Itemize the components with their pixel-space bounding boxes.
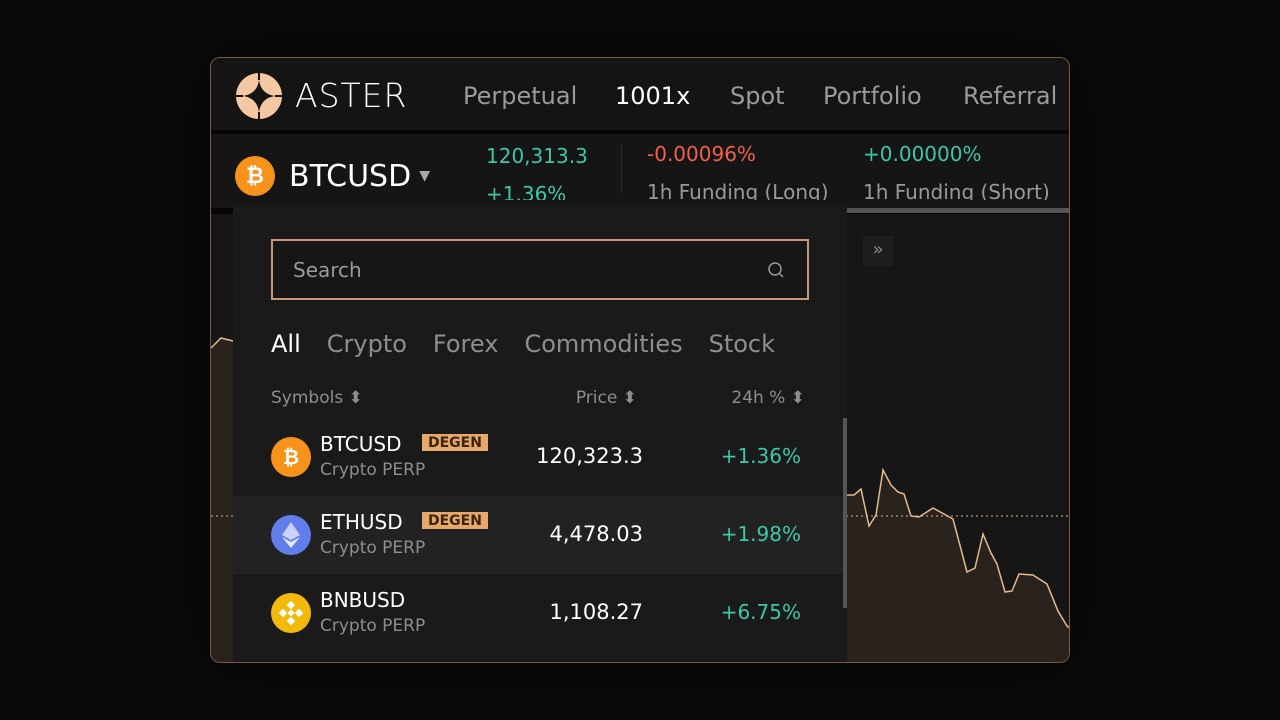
last-price: 120,313.3 — [486, 144, 588, 168]
search-input[interactable] — [273, 241, 807, 298]
column-24h-change[interactable]: 24h % ⬍ — [731, 388, 805, 408]
row-change: +6.75% — [720, 600, 801, 624]
brand-name[interactable]: ASTER — [295, 76, 408, 115]
row-type: Crypto PERP — [320, 460, 426, 480]
bitcoin-icon: ₿ — [271, 437, 311, 477]
symbol-dropdown: All Crypto Forex Commodities Stock Symbo… — [233, 206, 847, 662]
sort-icon: ⬍ — [348, 388, 363, 408]
tab-forex[interactable]: Forex — [432, 330, 499, 358]
row-symbol: BTCUSD — [320, 432, 402, 456]
row-type: Crypto PERP — [320, 616, 426, 636]
ticker-bar: ₿ BTCUSD ▼ 120,313.3 +1.36% -0.00096% 1h… — [211, 138, 1069, 202]
symbol-selector[interactable]: ₿ BTCUSD ▼ — [235, 156, 430, 196]
column-label: 24h % — [731, 388, 786, 408]
chart-scrollbar[interactable] — [847, 208, 1069, 213]
row-symbol: BNBUSD — [320, 588, 406, 612]
row-type: Crypto PERP — [320, 538, 426, 558]
app-window: ASTER Perpetual 1001x Spot Portfolio Ref… — [210, 57, 1070, 663]
nav-spot[interactable]: Spot — [730, 82, 785, 110]
column-label: Price — [575, 388, 618, 408]
nav-perpetual[interactable]: Perpetual — [463, 82, 578, 110]
search-box[interactable] — [271, 239, 809, 300]
tab-commodities[interactable]: Commodities — [524, 330, 683, 358]
row-price: 1,108.27 — [549, 600, 643, 624]
nav-1001x[interactable]: 1001x — [615, 82, 691, 110]
table-row[interactable]: ETHUSD DEGEN Crypto PERP 4,478.03 +1.98% — [233, 496, 843, 574]
chart-line — [211, 337, 1069, 629]
column-price[interactable]: Price ⬍ — [576, 388, 637, 408]
degen-badge: DEGEN — [422, 434, 488, 451]
category-tabs: All Crypto Forex Commodities Stock — [271, 330, 775, 358]
degen-badge: DEGEN — [422, 512, 488, 529]
row-symbol: ETHUSD — [320, 510, 403, 534]
bitcoin-icon: ₿ — [235, 156, 275, 196]
table-row[interactable]: ₿ BTCUSD DEGEN Crypto PERP 120,323.3 +1.… — [233, 418, 843, 496]
column-label: Symbols — [271, 388, 344, 408]
row-change: +1.36% — [720, 444, 801, 468]
search-icon[interactable] — [767, 261, 785, 279]
aster-logo-icon[interactable] — [235, 72, 283, 120]
ethereum-icon — [271, 515, 311, 555]
sort-icon: ⬍ — [622, 388, 637, 408]
tab-stock[interactable]: Stock — [708, 330, 776, 358]
symbol-name: BTCUSD — [289, 158, 412, 194]
price-change: +1.36% — [486, 182, 567, 200]
bnb-icon — [271, 593, 311, 633]
table-row[interactable]: BNBUSD Crypto PERP 1,108.27 +6.75% — [233, 574, 843, 652]
divider — [621, 144, 622, 194]
funding-short-value: +0.00000% — [863, 142, 982, 166]
column-symbols[interactable]: Symbols ⬍ — [271, 388, 363, 408]
expand-icon[interactable]: » — [863, 236, 893, 266]
nav-portfolio[interactable]: Portfolio — [823, 82, 922, 110]
row-price: 4,478.03 — [549, 522, 643, 546]
nav-referral[interactable]: Referral — [963, 82, 1058, 110]
chevron-down-icon: ▼ — [419, 168, 430, 184]
top-nav: ASTER Perpetual 1001x Spot Portfolio Ref… — [211, 58, 1069, 134]
tab-all[interactable]: All — [271, 330, 301, 358]
funding-long-label: 1h Funding (Long) — [647, 180, 829, 200]
sort-icon: ⬍ — [790, 388, 805, 408]
tab-crypto[interactable]: Crypto — [326, 330, 407, 358]
list-scrollbar[interactable] — [843, 418, 847, 608]
funding-short-label: 1h Funding (Short) — [863, 180, 1050, 200]
row-change: +1.98% — [720, 522, 801, 546]
row-price: 120,323.3 — [536, 444, 643, 468]
funding-long-value: -0.00096% — [647, 142, 756, 166]
